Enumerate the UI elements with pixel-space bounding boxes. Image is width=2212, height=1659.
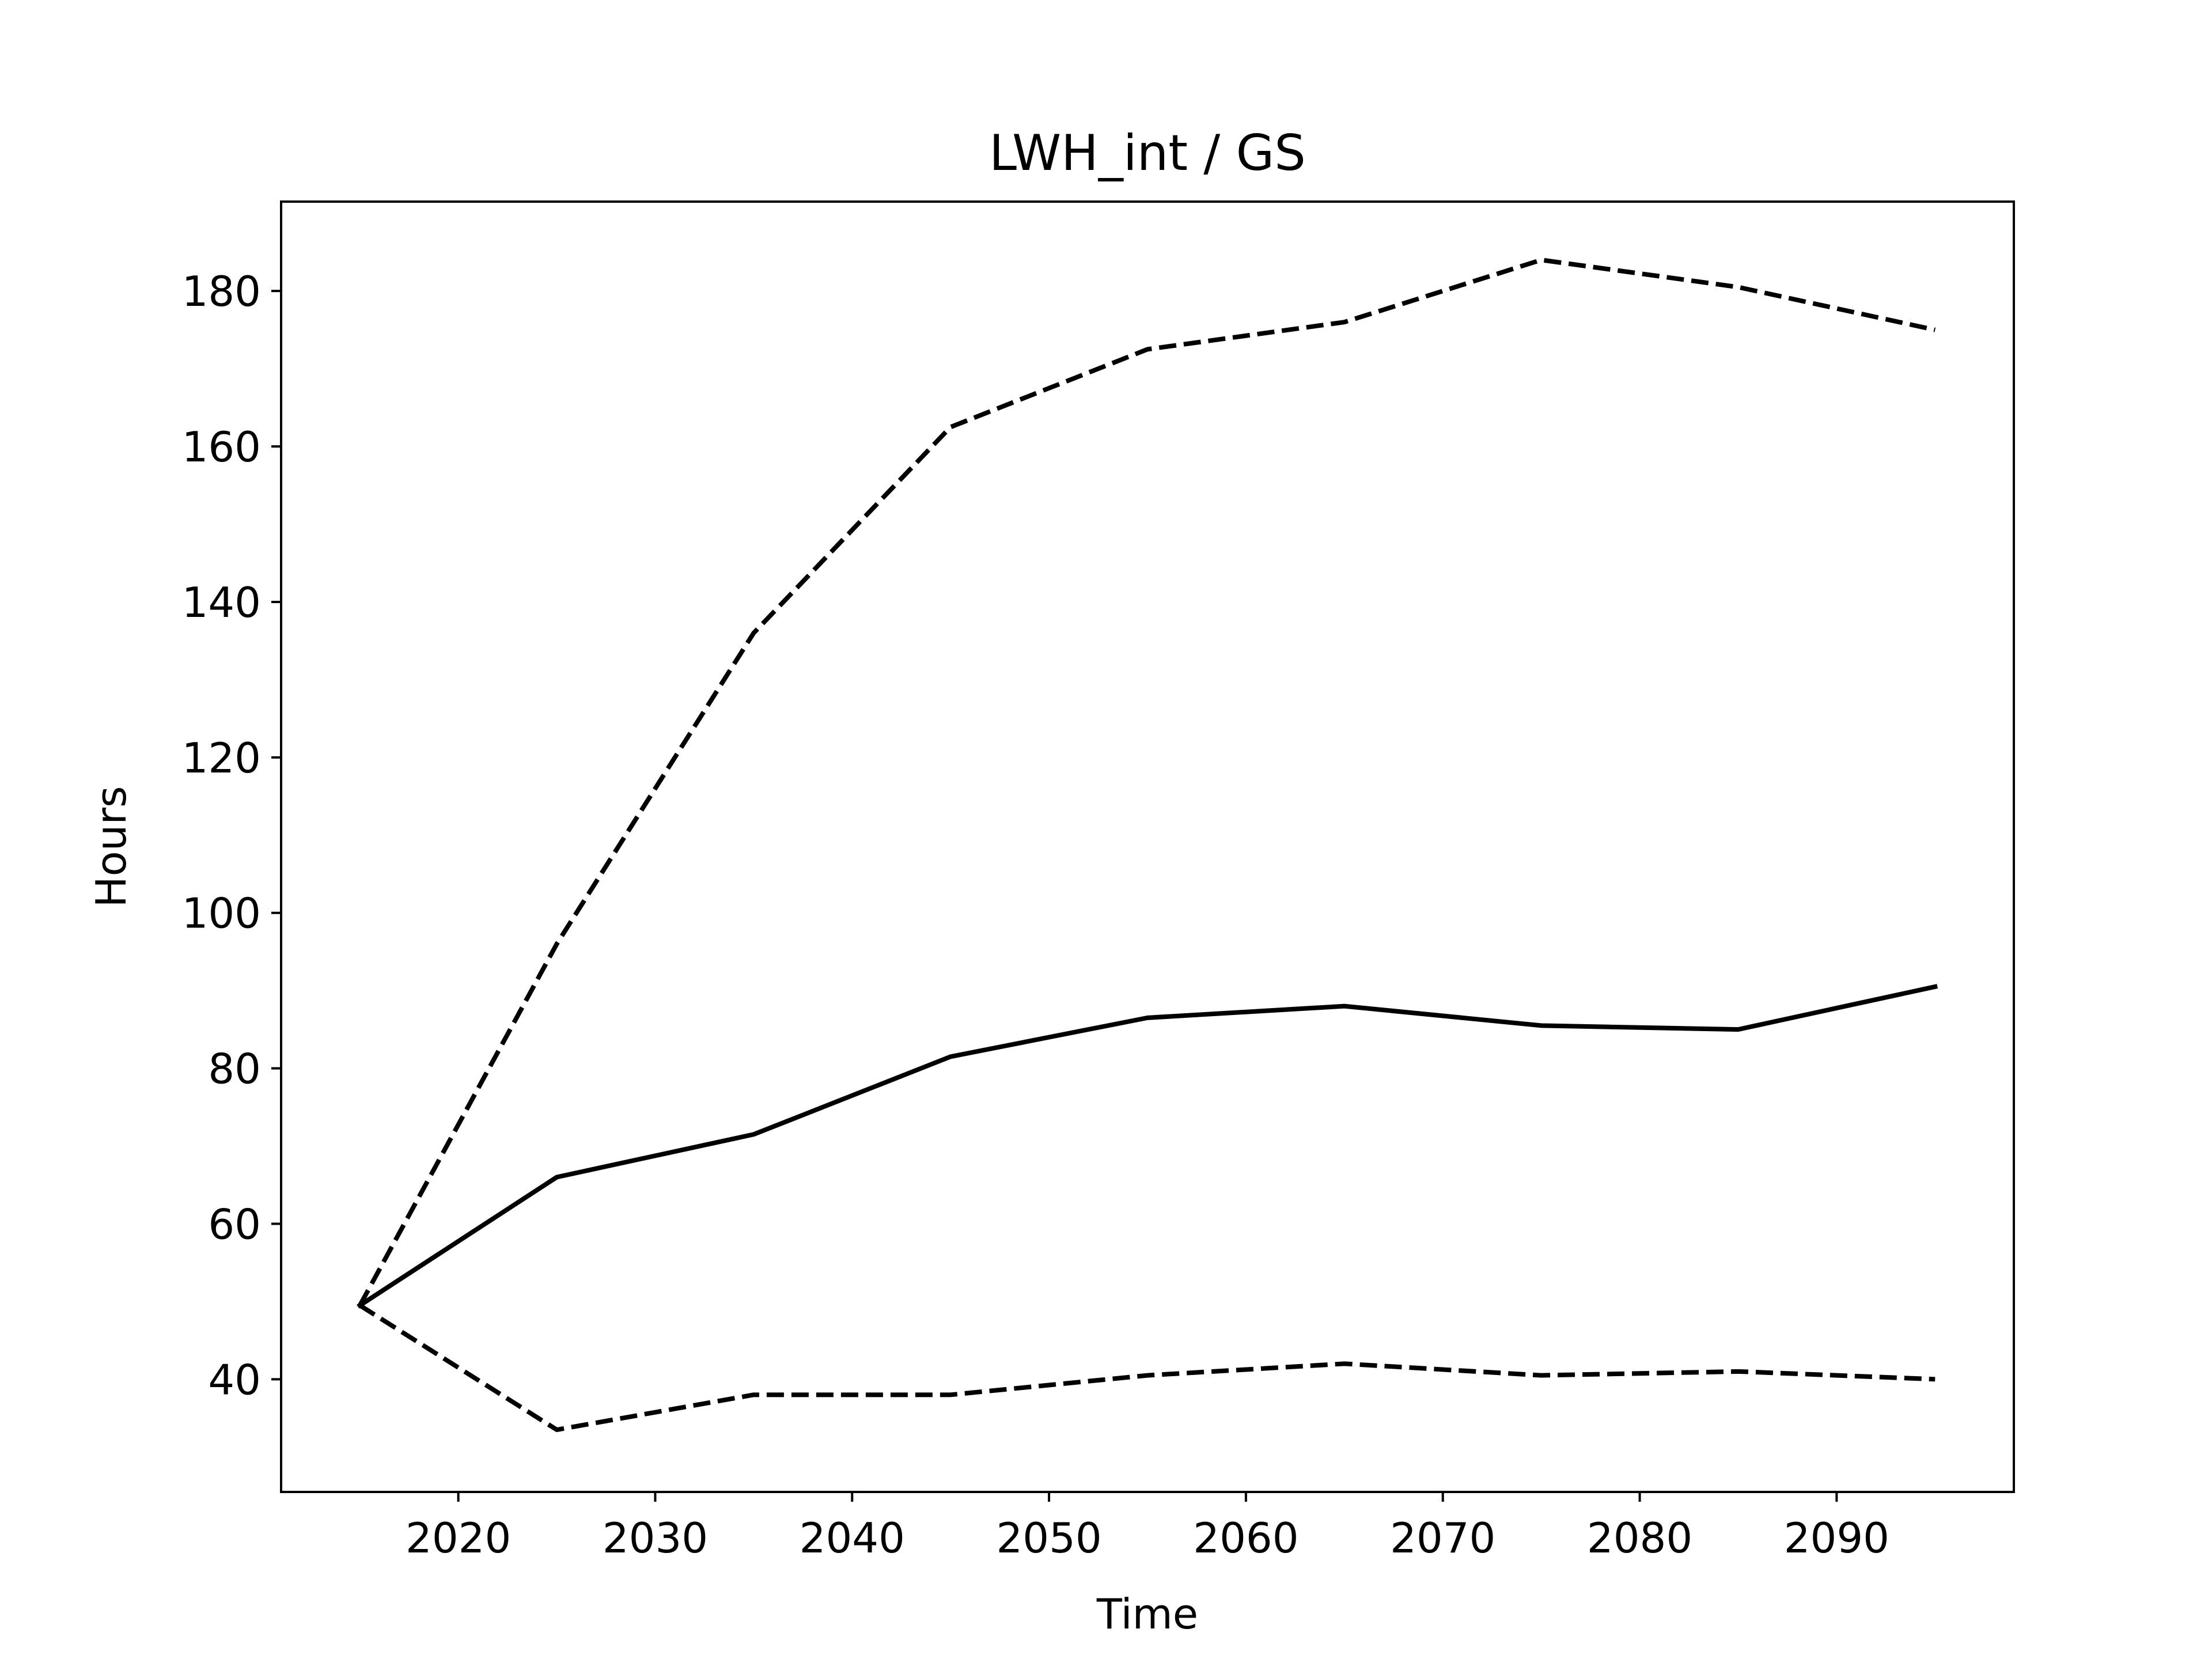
x-tick-label: 2070	[1390, 1514, 1495, 1562]
x-axis-ticks: 2020 2030 2040 2050 2060 2070 2080 2090	[406, 1492, 1889, 1562]
y-tick-label: 180	[182, 267, 261, 316]
y-axis-label: Hours	[87, 786, 135, 908]
x-tick-label: 2090	[1784, 1514, 1889, 1562]
x-tick-label: 2020	[406, 1514, 511, 1562]
series-line-1	[358, 257, 1936, 1307]
x-tick-label: 2060	[1193, 1514, 1298, 1562]
y-tick-label: 60	[208, 1200, 261, 1248]
x-tick-label: 2080	[1587, 1514, 1692, 1562]
y-tick-label: 120	[182, 734, 261, 782]
x-tick-label: 2030	[603, 1514, 708, 1562]
series-line-3	[358, 1303, 1936, 1433]
y-tick-label: 80	[208, 1045, 261, 1093]
series-line-2	[357, 984, 1938, 1309]
plot-area-frame	[280, 200, 2015, 1493]
y-tick-label: 100	[182, 889, 261, 938]
chart-title: LWH_int / GS	[989, 124, 1306, 182]
x-tick-label: 2050	[996, 1514, 1101, 1562]
y-tick-label: 140	[182, 578, 261, 627]
y-axis-ticks: 40 60 80 100 120 140 160 180	[182, 267, 281, 1404]
x-axis-label: Time	[1096, 1590, 1198, 1638]
y-tick-label: 40	[208, 1355, 261, 1404]
y-tick-label: 160	[182, 423, 261, 471]
x-tick-label: 2040	[800, 1514, 905, 1562]
series-layer	[357, 257, 1938, 1433]
